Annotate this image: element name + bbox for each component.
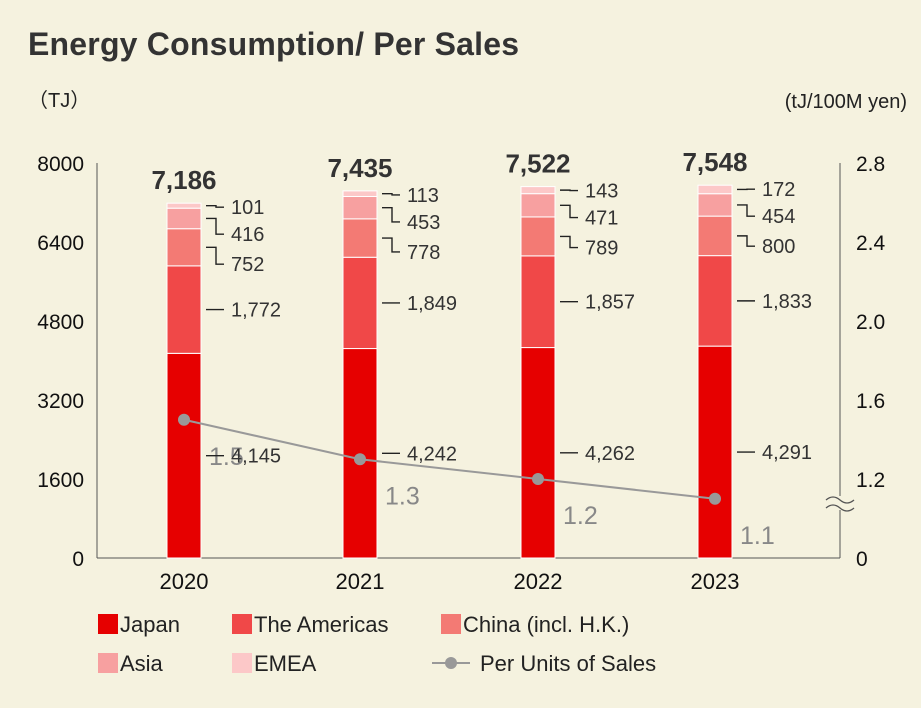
per-sales-line [183, 418, 716, 500]
segment-value-label: 453 [407, 212, 440, 234]
segment-value-label: 752 [231, 254, 264, 276]
legend-label: EMEA [254, 651, 317, 676]
legend-swatch [98, 653, 118, 673]
legend-swatch [441, 614, 461, 634]
bar-segment [166, 265, 202, 354]
bar-segment [342, 256, 378, 350]
bar-segment [520, 186, 556, 195]
leader-line [382, 192, 400, 196]
segment-value-label: 101 [231, 197, 264, 219]
bar-segment [520, 347, 556, 559]
segment-value-label: 1,849 [407, 293, 457, 315]
y-tick-right-label: 2.8 [856, 153, 885, 176]
axis-break-mark-bottom [825, 504, 855, 512]
leader-line [737, 235, 755, 247]
y-tick-left-label: 8000 [37, 153, 84, 176]
segment-value-label: 800 [762, 236, 795, 258]
leader-line [206, 204, 224, 208]
axis-break-mark-top [825, 496, 855, 504]
leader-line [560, 204, 578, 219]
segment-value-label: 471 [585, 208, 618, 230]
y-tick-left-label: 0 [72, 548, 84, 571]
leader-line [737, 204, 755, 217]
y-tick-right-label: 1.6 [856, 390, 885, 413]
chart-title: Energy Consumption/ Per Sales [28, 26, 520, 62]
per-sales-point [178, 413, 190, 426]
segment-value-label: 4,291 [762, 442, 812, 464]
legend-line-marker [445, 657, 457, 669]
bar-total-label: 7,186 [151, 165, 216, 195]
y-tick-right-label: 2.4 [856, 232, 886, 255]
legend-label: Asia [120, 651, 164, 676]
bar-total-label: 7,548 [682, 147, 747, 177]
bar-segment [697, 345, 733, 559]
bar-total-label: 7,522 [505, 149, 570, 179]
leader-line [206, 246, 224, 265]
bar-segment [520, 193, 556, 218]
segment-value-label: 172 [762, 179, 795, 201]
per-sales-point [532, 473, 544, 485]
segment-value-label: 778 [407, 242, 440, 264]
bar-segment [342, 190, 378, 197]
segment-value-label: 143 [585, 181, 618, 203]
bar-segment [166, 228, 202, 267]
legend-swatch [232, 614, 252, 634]
segment-value-label: 1,772 [231, 300, 281, 322]
segment-value-label: 454 [762, 206, 795, 228]
legend-label: Per Units of Sales [480, 651, 656, 676]
bar-segment [697, 193, 733, 217]
y-tick-right-label: 0 [856, 548, 868, 571]
per-sales-point [354, 453, 366, 466]
y-tick-right-label: 2.0 [856, 311, 885, 334]
bar-segment [697, 255, 733, 347]
legend-label: The Americas [254, 612, 389, 637]
per-sales-value-label: 1.3 [385, 482, 420, 510]
per-sales-value-label: 1.5 [209, 443, 244, 471]
bar-segment [342, 195, 378, 220]
y-tick-right-label: 1.2 [856, 469, 885, 492]
segment-value-label: 789 [585, 238, 618, 260]
y-axis-right-unit: (tJ/100M yen) [785, 91, 907, 113]
legend-label: Japan [120, 612, 180, 637]
legend-label: China (incl. H.K.) [463, 612, 629, 637]
x-tick-label: 2023 [691, 569, 740, 594]
x-tick-label: 2020 [160, 569, 209, 594]
legend-swatch [232, 653, 252, 673]
segment-value-label: 4,242 [407, 443, 457, 465]
y-axis-left-unit: （TJ） [28, 89, 90, 112]
bar-segment [520, 255, 556, 349]
bar-segment [520, 216, 556, 257]
bar-segment [697, 215, 733, 257]
legend-swatch [98, 614, 118, 634]
per-sales-value-label: 1.2 [563, 502, 598, 530]
leader-line [382, 237, 400, 253]
y-tick-left-label: 6400 [37, 232, 84, 255]
bar-segment [166, 207, 202, 230]
x-tick-label: 2022 [514, 569, 563, 594]
bar-segment [166, 352, 202, 559]
leader-line [560, 235, 578, 249]
segment-value-label: 4,145 [231, 446, 281, 468]
bar-total-label: 7,435 [327, 153, 392, 183]
x-tick-label: 2021 [336, 569, 385, 594]
leader-line [206, 217, 224, 235]
bar-segment [166, 202, 202, 209]
bar-segment [697, 184, 733, 195]
bar-segment [342, 218, 378, 258]
y-tick-left-label: 4800 [37, 311, 84, 334]
per-sales-point [709, 492, 721, 505]
segment-value-label: 1,833 [762, 291, 812, 313]
y-tick-left-label: 1600 [37, 469, 84, 492]
leader-line [382, 206, 400, 223]
y-tick-left-label: 3200 [37, 390, 84, 413]
segment-value-label: 4,262 [585, 443, 635, 465]
per-sales-value-label: 1.1 [740, 522, 775, 550]
segment-value-label: 113 [407, 185, 439, 207]
segment-value-label: 1,857 [585, 292, 635, 314]
segment-value-label: 416 [231, 224, 264, 246]
